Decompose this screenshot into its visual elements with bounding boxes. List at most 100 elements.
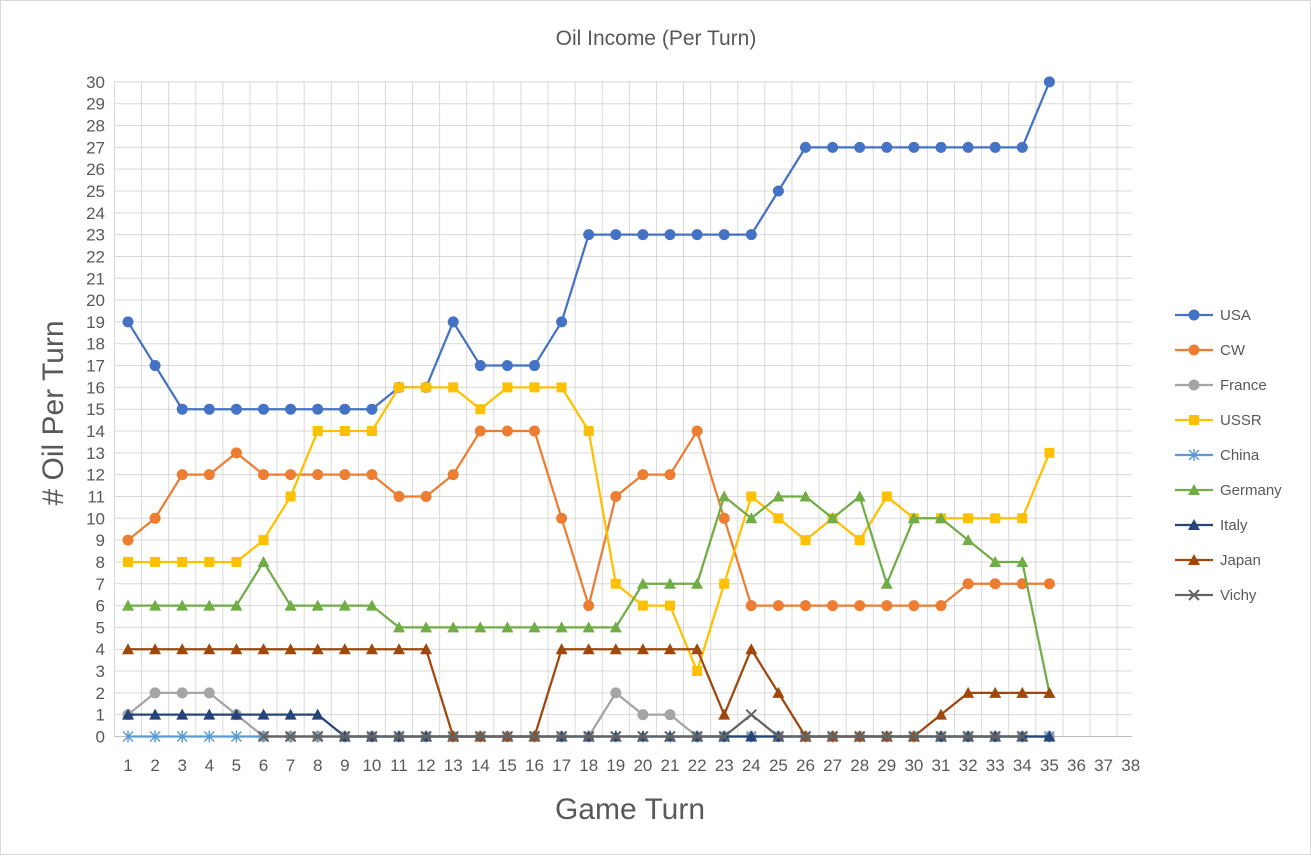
data-point-france (664, 709, 676, 721)
data-point-france (610, 687, 622, 699)
legend-label: USSR (1220, 412, 1262, 429)
data-point-vichy (284, 730, 297, 743)
data-point-japan (718, 708, 731, 720)
data-point-japan (365, 643, 378, 655)
data-point-usa (664, 229, 676, 241)
data-point-germany (799, 490, 812, 502)
y-tick-label: 1 (96, 706, 105, 725)
data-point-france (203, 687, 215, 699)
data-point-vichy (745, 708, 758, 721)
data-point-vichy (637, 730, 649, 743)
data-point-usa (1016, 141, 1028, 153)
data-point-vichy (393, 730, 405, 743)
data-point-usa (474, 360, 486, 372)
legend-label: CW (1220, 342, 1246, 359)
data-point-japan (989, 686, 1002, 698)
series-usa (122, 76, 1055, 415)
data-point-china (230, 730, 242, 743)
legend-item-germany: Germany (1175, 482, 1282, 499)
data-point-cw (366, 469, 378, 481)
legend-item-china: China (1175, 447, 1260, 464)
data-point-usa (258, 403, 269, 415)
y-tick-labels: 0123456789101112131415161718192021222324… (86, 73, 105, 747)
data-point-vichy (610, 730, 622, 743)
y-tick-label: 3 (96, 662, 105, 681)
data-point-germany (935, 512, 947, 524)
legend-label: Japan (1220, 552, 1261, 569)
data-point-usa (827, 141, 839, 153)
data-point-italy (230, 708, 243, 720)
x-tick-label: 7 (286, 756, 295, 775)
x-tick-label: 35 (1040, 756, 1059, 775)
data-point-japan (745, 643, 758, 655)
data-point-france (149, 687, 161, 699)
data-point-ussr (1044, 447, 1055, 458)
data-point-ussr (312, 426, 323, 437)
data-point-usa (285, 403, 297, 415)
data-point-usa (962, 141, 974, 153)
data-point-cw (474, 425, 486, 437)
data-point-germany (962, 534, 975, 546)
x-tick-label: 33 (986, 756, 1005, 775)
data-point-germany (284, 599, 297, 611)
data-point-vichy (1016, 730, 1029, 743)
data-point-japan (420, 643, 433, 655)
x-tick-label: 21 (661, 756, 680, 775)
data-point-germany (176, 599, 189, 611)
data-point-usa (637, 229, 649, 241)
data-point-cw (258, 469, 269, 481)
data-point-ussr (583, 426, 594, 437)
data-point-germany (745, 512, 758, 524)
data-point-japan (1043, 686, 1056, 698)
data-point-italy (149, 708, 162, 720)
series-lines (122, 76, 1056, 743)
data-point-ussr (746, 491, 757, 502)
y-tick-label: 11 (87, 487, 105, 506)
x-tick-label: 27 (823, 756, 842, 775)
series-vichy (257, 708, 1029, 743)
data-point-ussr (204, 556, 215, 567)
data-point-japan (691, 643, 704, 655)
data-point-japan (555, 643, 568, 655)
legend-item-usa: USA (1175, 307, 1251, 324)
data-point-vichy (989, 730, 1001, 743)
x-tick-labels: 1 2 3 4 5 6 7 8 9 10 11 12 13 14 15 16 17 18 19 20 21 22 23 24 2… (123, 756, 1140, 775)
legend-marker-germany (1188, 484, 1200, 495)
y-tick-label: 13 (86, 444, 105, 463)
data-point-usa (691, 229, 703, 241)
legend-item-ussr: USSR (1175, 412, 1262, 429)
x-tick-label: 37 (1094, 756, 1113, 775)
data-point-ussr (123, 556, 133, 567)
data-point-ussr (231, 556, 242, 567)
data-point-cw (718, 512, 730, 524)
series-line-germany (128, 495, 1051, 694)
data-point-usa (610, 229, 622, 241)
data-point-usa (854, 141, 866, 153)
data-point-germany (636, 577, 649, 589)
data-point-vichy (799, 730, 812, 743)
legend-marker-france (1188, 379, 1200, 391)
data-point-ussr (529, 382, 540, 393)
data-point-japan (582, 643, 595, 655)
data-point-china (122, 730, 134, 743)
legend: USA CW France USSR China Germany Italy Japan Vic… (1175, 307, 1282, 604)
x-tick-label: 19 (606, 756, 625, 775)
x-tick-label: 29 (877, 756, 896, 775)
data-point-vichy (853, 730, 866, 743)
data-point-usa (745, 229, 757, 241)
data-point-ussr (800, 535, 811, 546)
data-point-usa (230, 403, 242, 415)
data-point-cw (312, 469, 324, 481)
x-tick-label: 5 (232, 756, 241, 775)
x-tick-label: 20 (633, 756, 652, 775)
y-tick-label: 22 (86, 247, 105, 266)
data-point-china (203, 730, 215, 743)
data-point-cw (149, 512, 161, 524)
data-point-usa (772, 185, 784, 197)
data-point-japan (338, 643, 351, 655)
data-point-japan (636, 643, 649, 655)
legend-item-cw: CW (1175, 342, 1246, 359)
y-tick-label: 17 (86, 357, 105, 376)
data-point-italy (176, 708, 189, 720)
